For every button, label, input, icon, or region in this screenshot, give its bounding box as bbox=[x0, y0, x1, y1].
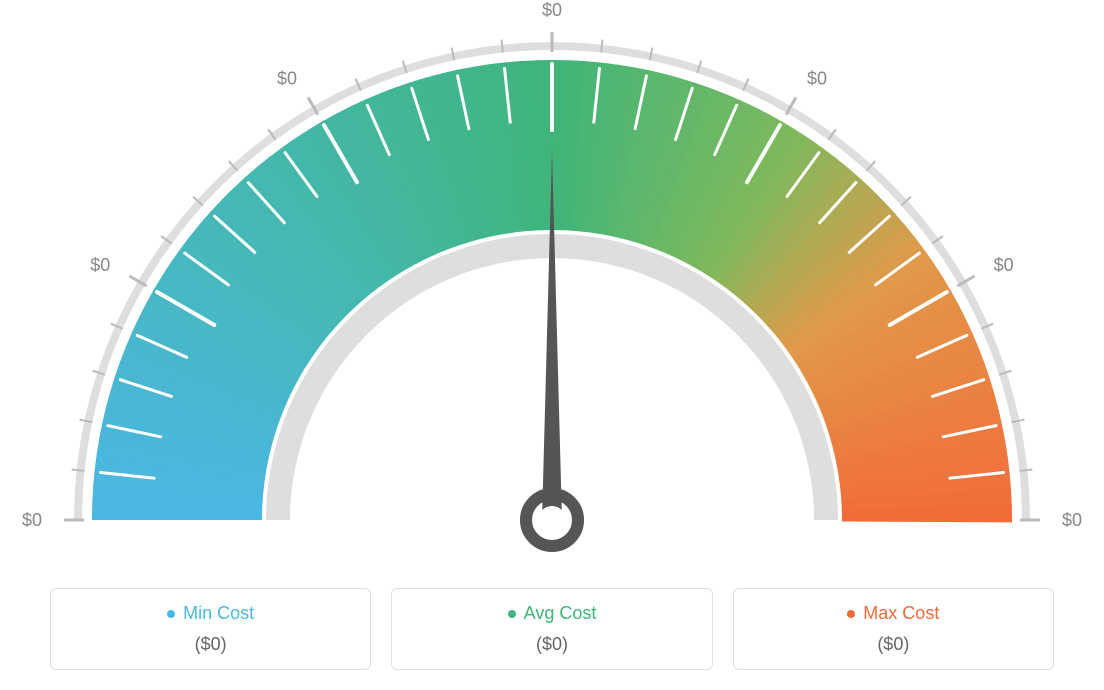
legend-label-avg: Avg Cost bbox=[524, 603, 597, 624]
legend-dot-min bbox=[167, 610, 175, 618]
legend-dot-max bbox=[847, 610, 855, 618]
legend-dot-avg bbox=[508, 610, 516, 618]
svg-text:$0: $0 bbox=[22, 510, 42, 530]
legend-label-min: Min Cost bbox=[183, 603, 254, 624]
legend-value-max: ($0) bbox=[752, 634, 1035, 655]
legend-card-avg: Avg Cost ($0) bbox=[391, 588, 712, 670]
legend-label-max: Max Cost bbox=[863, 603, 939, 624]
gauge-svg: $0 $0 $0 $0 $0 $0 $0 bbox=[0, 0, 1104, 560]
legend-value-min: ($0) bbox=[69, 634, 352, 655]
legend-card-max: Max Cost ($0) bbox=[733, 588, 1054, 670]
gauge-area: $0 $0 $0 $0 $0 $0 $0 bbox=[0, 0, 1104, 560]
legend-card-min: Min Cost ($0) bbox=[50, 588, 371, 670]
svg-text:$0: $0 bbox=[807, 68, 827, 88]
legend-header-min: Min Cost bbox=[167, 603, 254, 624]
legend-row: Min Cost ($0) Avg Cost ($0) Max Cost ($0… bbox=[50, 588, 1054, 670]
cost-gauge-chart: $0 $0 $0 $0 $0 $0 $0 Min Cost ($0) Avg Cost ($… bbox=[0, 0, 1104, 690]
svg-text:$0: $0 bbox=[542, 0, 562, 20]
legend-header-avg: Avg Cost bbox=[508, 603, 597, 624]
legend-value-avg: ($0) bbox=[410, 634, 693, 655]
legend-header-max: Max Cost bbox=[847, 603, 939, 624]
svg-text:$0: $0 bbox=[277, 68, 297, 88]
svg-text:$0: $0 bbox=[1062, 510, 1082, 530]
svg-text:$0: $0 bbox=[90, 255, 110, 275]
svg-text:$0: $0 bbox=[994, 255, 1014, 275]
